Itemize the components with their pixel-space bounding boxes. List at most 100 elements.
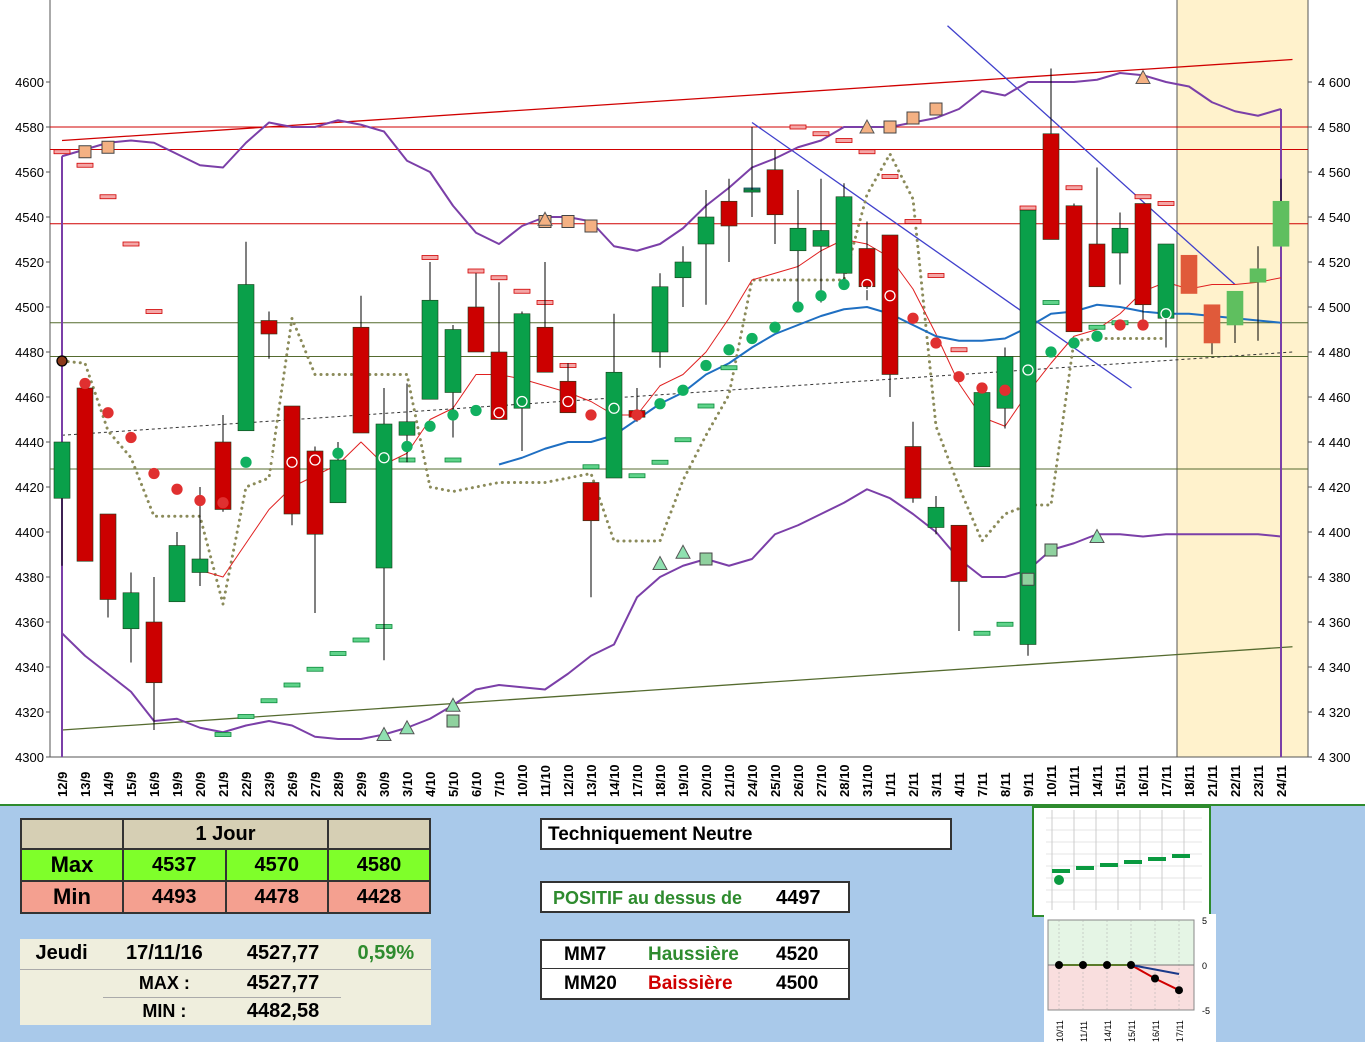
x-tick-label: 22/11 [1228,765,1243,797]
mm20-row: MM20 Baissière 4500 [542,970,848,998]
mini2-date-label: 11/11 [1079,1021,1089,1042]
dash-mark [720,365,738,371]
max-label: Max [20,848,124,882]
square-marker [699,552,713,566]
mini2-tick-label: 0 [1202,961,1207,971]
y-tick-label-right: 4 480 [1318,345,1351,360]
candle-body [697,216,715,245]
x-tick-label: 14/10 [607,764,622,797]
x-tick-label: 26/10 [791,764,806,797]
summary-spacer [341,997,431,1025]
x-tick-label: 1/11 [883,772,898,797]
dash-mark [1134,194,1152,200]
dash-mark [1065,185,1083,191]
dash-mark [1088,324,1106,330]
sar-dot [999,384,1011,396]
mini2-date-label: 14/11 [1103,1020,1113,1042]
mini1-frame [1032,806,1211,917]
dash-mark [697,403,715,409]
mini1-level-bar [1052,869,1070,873]
dash-mark [352,637,370,643]
dash-mark [927,273,945,278]
y-tick-label-right: 4 300 [1318,750,1351,765]
candle-body [260,320,278,335]
summary-close: 4527,77 [225,939,341,970]
sar-dot [562,395,574,408]
main-chart: 4300 4 300 4320 4 320 4340 4 340 4360 4 360 4380… [15,0,1351,797]
sar-dot [746,332,758,345]
dash-mark [237,714,255,719]
summary-max-value: 4527,77 [225,969,341,998]
y-tick-label-left: 4420 [15,480,44,495]
square-marker [1044,543,1058,557]
sar-dot [723,344,735,356]
summary-min-label: MIN : [142,1000,187,1021]
candle-body [306,450,324,535]
sar-dot [861,278,873,291]
y-tick-label-left: 4380 [15,570,44,585]
x-tick-label: 12/9 [55,772,70,797]
dash-mark [122,241,140,247]
candle-body [858,248,876,288]
x-tick-label: 17/11 [1159,765,1174,797]
dash-mark [53,149,71,155]
x-tick-label: 7/11 [975,772,990,797]
summary-spacer [20,969,103,997]
x-tick-label: 3/11 [929,772,944,797]
mm-box: MM7 Haussière 4520 MM20 Baissière 4500 [540,939,850,1000]
mm20-value: 4500 [776,973,819,994]
candle-body [513,313,531,409]
x-tick-label: 24/10 [745,764,760,797]
y-tick-label-right: 4 380 [1318,570,1351,585]
mm20-trend: Baissière [648,973,733,994]
y-tick-label-right: 4 560 [1318,165,1351,180]
x-tick-label: 21/10 [722,764,737,797]
triangle-marker [675,544,691,559]
dash-mark [973,630,991,636]
y-tick-label-right: 4 320 [1318,705,1351,720]
sar-dot [654,398,666,410]
dash-mark [950,347,968,353]
x-tick-label: 16/9 [147,772,162,797]
square-marker [446,714,460,728]
dotted-envelope [60,152,1168,606]
x-tick-label: 9/11 [1021,772,1036,797]
dash-mark [674,437,692,443]
x-tick-label: 12/10 [561,764,576,797]
y-tick-label-left: 4460 [15,390,44,405]
x-tick-label: 7/10 [492,772,507,797]
dash-mark [329,651,347,656]
x-tick-label: 11/11 [1067,766,1082,797]
sar-dot [493,407,505,419]
dash-mark [628,473,646,479]
price-chart-svg: 4300 4 300 4320 4 320 4340 4 340 4360 4 360 4380… [15,0,1351,797]
candle-body [444,329,462,393]
x-tick-label: 6/10 [469,772,484,797]
trend-line [61,646,1293,731]
x-tick-label: 8/11 [998,772,1013,797]
y-tick-label-left: 4340 [15,660,44,675]
x-tick-label: 15/9 [124,772,139,797]
sar-dot [1068,337,1080,349]
mini2-tick-label: -5 [1202,1006,1210,1016]
min-value-1: 4493 [122,880,227,914]
sar-dot [815,290,827,302]
mini1-level-bar [1100,863,1118,867]
candle-body [145,621,163,684]
y-tick-label-right: 4 500 [1318,300,1351,315]
sar-dot [631,409,643,421]
x-tick-label: 27/10 [814,764,829,797]
x-tick-label: 18/10 [653,764,668,797]
bollinger-upper [61,72,1282,252]
trend-line [947,25,1236,285]
x-tick-label: 25/10 [768,764,783,797]
x-tick-label: 21/11 [1205,765,1220,797]
x-tick-label: 28/9 [331,772,346,797]
y-tick-label-left: 4600 [15,75,44,90]
mini-chart-momentum: 10/11 11/11 14/11 15/11 16/11 17/11 5 0 -5 [1044,914,1216,1042]
mini2-point [1055,961,1063,969]
candle-body [237,284,255,432]
sar-dot [125,431,137,444]
x-tick-label: 19/9 [170,772,185,797]
candle-body [927,506,945,528]
